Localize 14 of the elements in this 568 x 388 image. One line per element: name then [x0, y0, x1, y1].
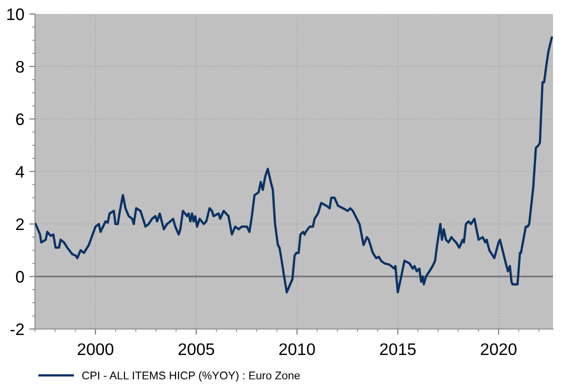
- x-tick-label: 2015: [380, 343, 416, 356]
- legend-label: CPI - ALL ITEMS HICP (%YOY) : Euro Zone: [82, 371, 300, 382]
- x-tick-label: 2005: [178, 343, 214, 356]
- x-tick-label: 2000: [78, 343, 114, 356]
- y-tick-label: 6: [16, 113, 24, 126]
- y-tick-label: 0: [16, 270, 24, 283]
- x-tick-label: 2020: [480, 343, 516, 356]
- y-tick-label: 2: [16, 218, 24, 230]
- y-tick-label: 4: [16, 166, 24, 178]
- x-tick-label: 2010: [279, 343, 315, 356]
- y-tick-label: -2: [10, 323, 24, 336]
- y-tick-label: 8: [16, 60, 24, 73]
- y-tick-label: 10: [7, 8, 24, 20]
- line-series: [35, 36, 553, 294]
